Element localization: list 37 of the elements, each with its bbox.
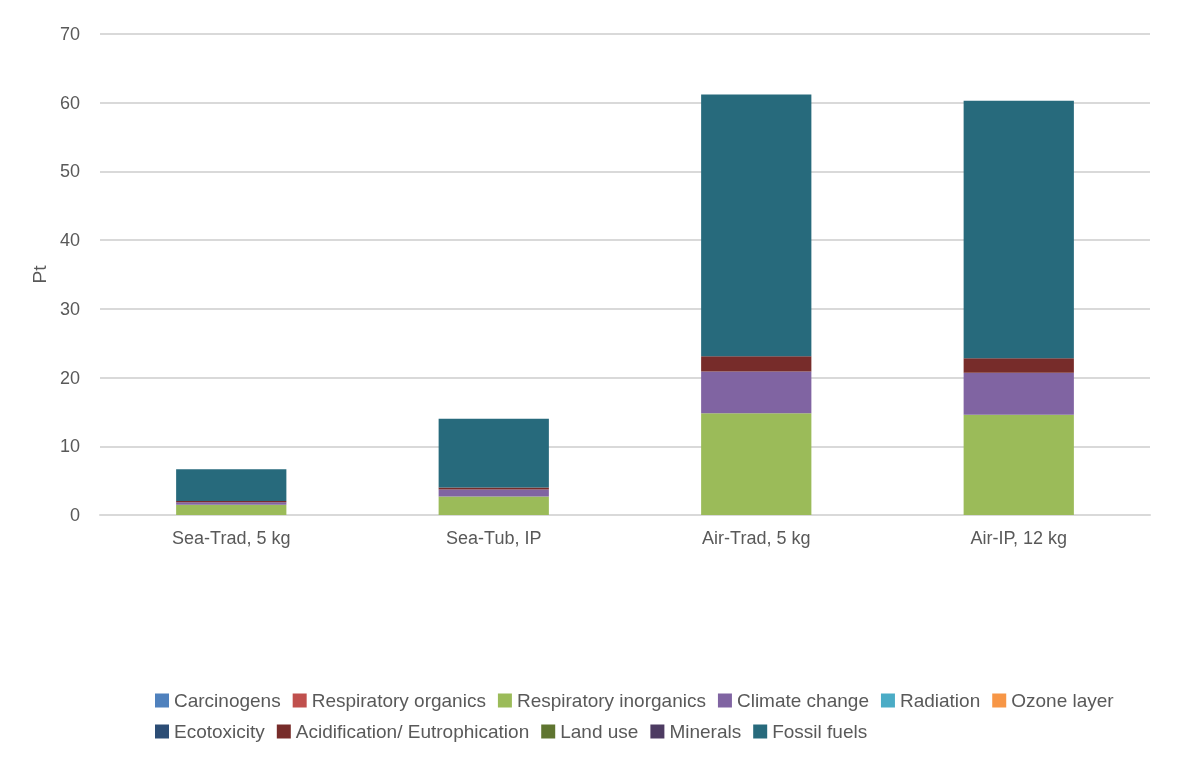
y-axis-title: Pt bbox=[29, 264, 51, 284]
x-tick-label: Air-Trad, 5 kg bbox=[702, 528, 811, 548]
legend-label: Respiratory organics bbox=[311, 690, 486, 711]
bar bbox=[701, 413, 812, 515]
y-tick-label: 30 bbox=[59, 298, 80, 319]
bar bbox=[701, 356, 812, 372]
bar bbox=[963, 414, 1074, 515]
y-tick-label: 0 bbox=[69, 505, 80, 525]
legend-label: Ozone layer bbox=[1011, 690, 1115, 711]
y-tick-label: 50 bbox=[59, 161, 80, 182]
legend-label: Radiation bbox=[899, 690, 981, 711]
x-tick-label: Sea-Tub, IP bbox=[446, 528, 542, 548]
bar bbox=[176, 504, 287, 515]
legend-label: Minerals bbox=[669, 721, 742, 742]
legend-label: Acidification/ Eutrophication bbox=[295, 721, 530, 742]
bar bbox=[701, 94, 812, 357]
bar bbox=[963, 100, 1074, 359]
legend-label: Carcinogens bbox=[174, 690, 281, 711]
legend-label: Ecotoxicity bbox=[174, 721, 266, 742]
bar bbox=[438, 487, 549, 490]
y-tick-label: 20 bbox=[59, 367, 80, 388]
bar bbox=[963, 358, 1074, 373]
legend-label: Land use bbox=[560, 721, 639, 742]
x-tick-label: Air-IP, 12 kg bbox=[970, 528, 1068, 548]
bar bbox=[438, 418, 549, 488]
y-tick-label: 40 bbox=[59, 230, 80, 251]
y-tick-label: 70 bbox=[59, 24, 80, 44]
y-tick-label: 10 bbox=[59, 436, 80, 457]
x-tick-label: Sea-Trad, 5 kg bbox=[172, 528, 291, 548]
bar bbox=[963, 372, 1074, 415]
legend-label: Fossil fuels bbox=[772, 721, 868, 742]
bar bbox=[176, 469, 287, 501]
legend-label: Respiratory inorganics bbox=[516, 690, 706, 711]
bar bbox=[438, 496, 549, 515]
legend-label: Climate change bbox=[736, 690, 869, 711]
bar bbox=[701, 371, 812, 414]
y-tick-label: 60 bbox=[59, 92, 80, 113]
